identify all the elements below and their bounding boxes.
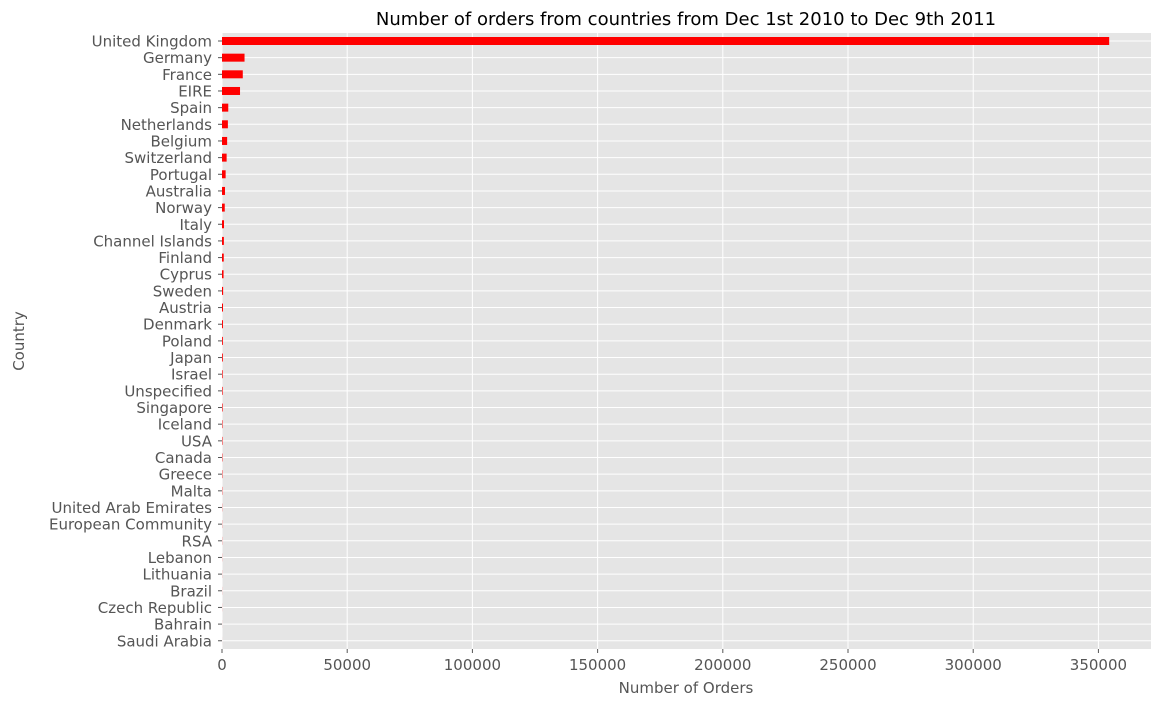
y-tick-label: Poland [162,332,212,350]
y-tick-labels: United KingdomGermanyFranceEIRESpainNeth… [49,33,222,650]
x-tick-label: 300000 [945,656,1002,674]
y-tick-label: Saudi Arabia [117,632,212,650]
bar-unspecified [222,386,223,395]
y-tick-label: USA [181,432,213,450]
y-axis-label: Country [10,311,28,371]
y-tick-label: Israel [171,366,212,384]
bar-denmark [222,320,223,329]
bar-singapore [222,403,223,412]
y-tick-label: Czech Republic [98,599,212,617]
y-tick-label: Norway [155,199,212,217]
y-tick-label: Portugal [150,166,212,184]
bar-france [222,70,243,79]
x-tick-label: 0 [217,656,227,674]
y-tick-label: European Community [49,516,212,534]
bar-japan [222,353,223,362]
x-tick-labels: 0 50000 100000 150000 200000 250000 300000 3500… [217,649,1127,674]
y-tick-label: Italy [179,216,212,234]
bar-israel [222,370,223,379]
y-tick-label: Singapore [136,399,212,417]
bar-netherlands [222,120,228,129]
bar-germany [222,53,245,62]
y-tick-label: Spain [170,99,212,117]
y-tick-label: Channel Islands [93,232,212,250]
y-tick-label: Japan [169,349,212,367]
y-tick-label: Belgium [151,132,213,150]
y-tick-label: Australia [146,182,212,200]
y-tick-label: Sweden [153,282,212,300]
y-tick-label: Lebanon [148,549,212,567]
bars [222,37,1110,645]
y-tick-label: United Arab Emirates [51,499,212,517]
x-tick-label: 200000 [694,656,751,674]
bar-belgium [222,136,228,145]
y-tick-label: Lithuania [143,566,212,584]
bar-austria [222,303,224,312]
bar-norway [222,203,225,212]
bar-italy [222,220,225,229]
x-tick-label: 250000 [819,656,876,674]
bar-united-kingdom [222,37,1110,45]
bar-sweden [222,286,224,295]
y-tick-label: Iceland [158,416,212,434]
x-tick-label: 150000 [569,656,626,674]
bar-channel-islands [222,236,224,245]
x-tick-label: 350000 [1070,656,1127,674]
y-tick-label: Greece [159,466,212,484]
x-axis-label: Number of Orders [619,679,754,697]
bar-australia [222,186,226,195]
bar-switzerland [222,153,227,162]
y-tick-label: Unspecified [124,382,212,400]
y-tick-label: Denmark [143,316,212,334]
bar-poland [222,336,223,345]
y-tick-label: Switzerland [125,149,213,167]
x-tick-label: 100000 [444,656,501,674]
x-tick-label: 50000 [323,656,371,674]
bar-cyprus [222,270,224,279]
y-tick-label: Finland [158,249,212,267]
y-tick-label: RSA [182,532,213,550]
y-tick-label: Canada [155,449,212,467]
y-tick-label: Austria [159,299,212,317]
bar-finland [222,253,224,262]
y-tick-label: Germany [143,49,212,67]
bar-spain [222,103,229,112]
y-tick-label: United Kingdom [92,33,212,51]
y-tick-label: Netherlands [121,116,213,134]
y-tick-label: France [162,66,212,84]
chart-title: Number of orders from countries from Dec… [376,9,996,30]
y-tick-label: Cyprus [160,266,213,284]
bar-portugal [222,170,226,179]
y-tick-label: Bahrain [154,616,212,634]
y-tick-label: EIRE [178,82,212,100]
y-tick-label: Malta [171,482,212,500]
y-tick-label: Brazil [170,582,212,600]
bar-eire [222,86,241,95]
